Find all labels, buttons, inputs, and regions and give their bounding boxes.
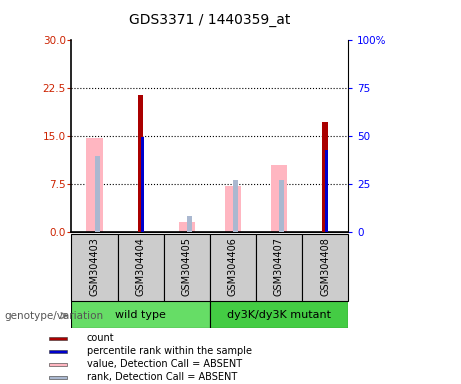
Bar [325, 150, 328, 232]
Bar [138, 95, 143, 232]
Bar [118, 234, 164, 301]
Text: count: count [87, 333, 114, 343]
Bar [233, 180, 238, 232]
Bar [87, 138, 102, 232]
Bar [279, 180, 284, 232]
Bar [164, 234, 210, 301]
Text: value, Detection Call = ABSENT: value, Detection Call = ABSENT [87, 359, 242, 369]
Bar [210, 301, 348, 328]
Bar [49, 350, 67, 353]
Text: GSM304405: GSM304405 [182, 237, 192, 296]
Bar [49, 337, 67, 340]
Text: percentile rank within the sample: percentile rank within the sample [87, 346, 252, 356]
Text: GSM304408: GSM304408 [320, 237, 330, 296]
Text: GDS3371 / 1440359_at: GDS3371 / 1440359_at [129, 13, 290, 27]
Text: GSM304406: GSM304406 [228, 237, 238, 296]
Bar [271, 165, 287, 232]
Text: GSM304403: GSM304403 [89, 237, 100, 296]
Text: rank, Detection Call = ABSENT: rank, Detection Call = ABSENT [87, 372, 237, 382]
Bar [71, 301, 210, 328]
Bar [210, 234, 256, 301]
Bar [141, 137, 144, 232]
Bar [71, 234, 118, 301]
Bar [256, 234, 302, 301]
Text: wild type: wild type [115, 310, 166, 320]
Bar [95, 156, 100, 232]
Bar [187, 216, 192, 232]
Bar [302, 234, 348, 301]
Bar [49, 362, 67, 366]
Bar [322, 122, 328, 232]
Text: genotype/variation: genotype/variation [5, 311, 104, 321]
Bar [225, 186, 241, 232]
Bar [49, 376, 67, 379]
Bar [178, 222, 195, 232]
Text: GSM304404: GSM304404 [136, 237, 146, 296]
Text: dy3K/dy3K mutant: dy3K/dy3K mutant [227, 310, 331, 320]
Text: GSM304407: GSM304407 [274, 237, 284, 296]
